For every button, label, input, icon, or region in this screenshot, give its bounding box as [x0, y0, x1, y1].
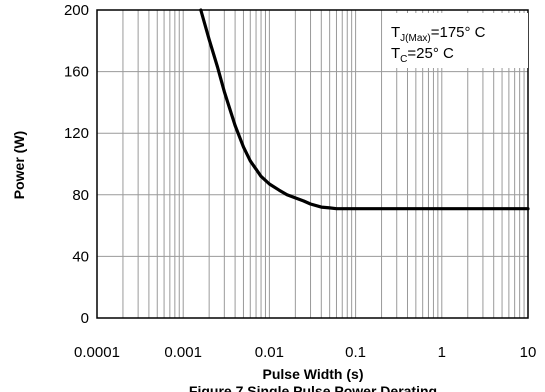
x-axis-title: Pulse Width (s) — [263, 366, 364, 382]
tj-subscript: J(Max) — [400, 33, 431, 44]
annotation-box — [385, 13, 528, 68]
power-derating-curve — [199, 8, 530, 211]
tj-max-label: TJ(Max)=175° C — [391, 24, 486, 44]
y-axis-title: Power (W) — [11, 131, 27, 199]
tc-value: =25° C — [407, 45, 454, 62]
tj-prefix: T — [391, 24, 400, 41]
x-tick-label: 1 — [438, 344, 446, 361]
tc-label: TC=25° C — [391, 45, 454, 65]
tc-prefix: T — [391, 45, 400, 62]
y-tick-label: 40 — [72, 248, 89, 265]
y-tick-label: 160 — [64, 64, 89, 81]
tj-value: =175° C — [431, 24, 486, 41]
conditions-annotation: TJ(Max)=175° C TC=25° C — [385, 13, 528, 68]
y-tick-label: 120 — [64, 125, 89, 142]
x-tick-labels: 0.0001 0.001 0.01 0.1 1 10 — [74, 344, 536, 361]
y-tick-label: 0 — [81, 310, 89, 327]
figure-caption: Figure 7 Single Pulse Power Derating — [189, 383, 437, 392]
series-group — [199, 8, 530, 211]
x-tick-label: 0.001 — [164, 344, 202, 361]
tc-subscript: C — [400, 54, 407, 65]
x-tick-label: 10 — [520, 344, 537, 361]
y-tick-label: 200 — [64, 2, 89, 19]
plot-area-border — [96, 9, 529, 319]
y-tick-labels: 0 40 80 120 160 200 — [64, 2, 89, 327]
x-tick-label: 0.0001 — [74, 344, 120, 361]
x-tick-label: 0.01 — [255, 344, 284, 361]
x-tick-label: 0.1 — [345, 344, 366, 361]
y-tick-label: 80 — [72, 187, 89, 204]
